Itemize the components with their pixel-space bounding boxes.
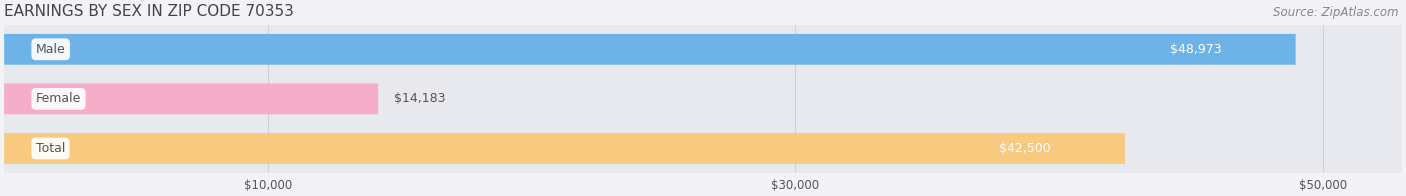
Text: $42,500: $42,500: [1000, 142, 1052, 155]
Text: EARNINGS BY SEX IN ZIP CODE 70353: EARNINGS BY SEX IN ZIP CODE 70353: [4, 4, 294, 19]
FancyBboxPatch shape: [4, 24, 1402, 74]
Text: $14,183: $14,183: [394, 92, 446, 105]
Text: Male: Male: [35, 43, 66, 56]
FancyBboxPatch shape: [4, 133, 1125, 164]
FancyBboxPatch shape: [4, 34, 1296, 65]
FancyBboxPatch shape: [4, 124, 1402, 173]
FancyBboxPatch shape: [4, 83, 378, 114]
Text: Female: Female: [35, 92, 82, 105]
Text: $48,973: $48,973: [1170, 43, 1222, 56]
Text: Total: Total: [35, 142, 65, 155]
FancyBboxPatch shape: [4, 74, 1402, 124]
Text: Source: ZipAtlas.com: Source: ZipAtlas.com: [1274, 6, 1399, 19]
